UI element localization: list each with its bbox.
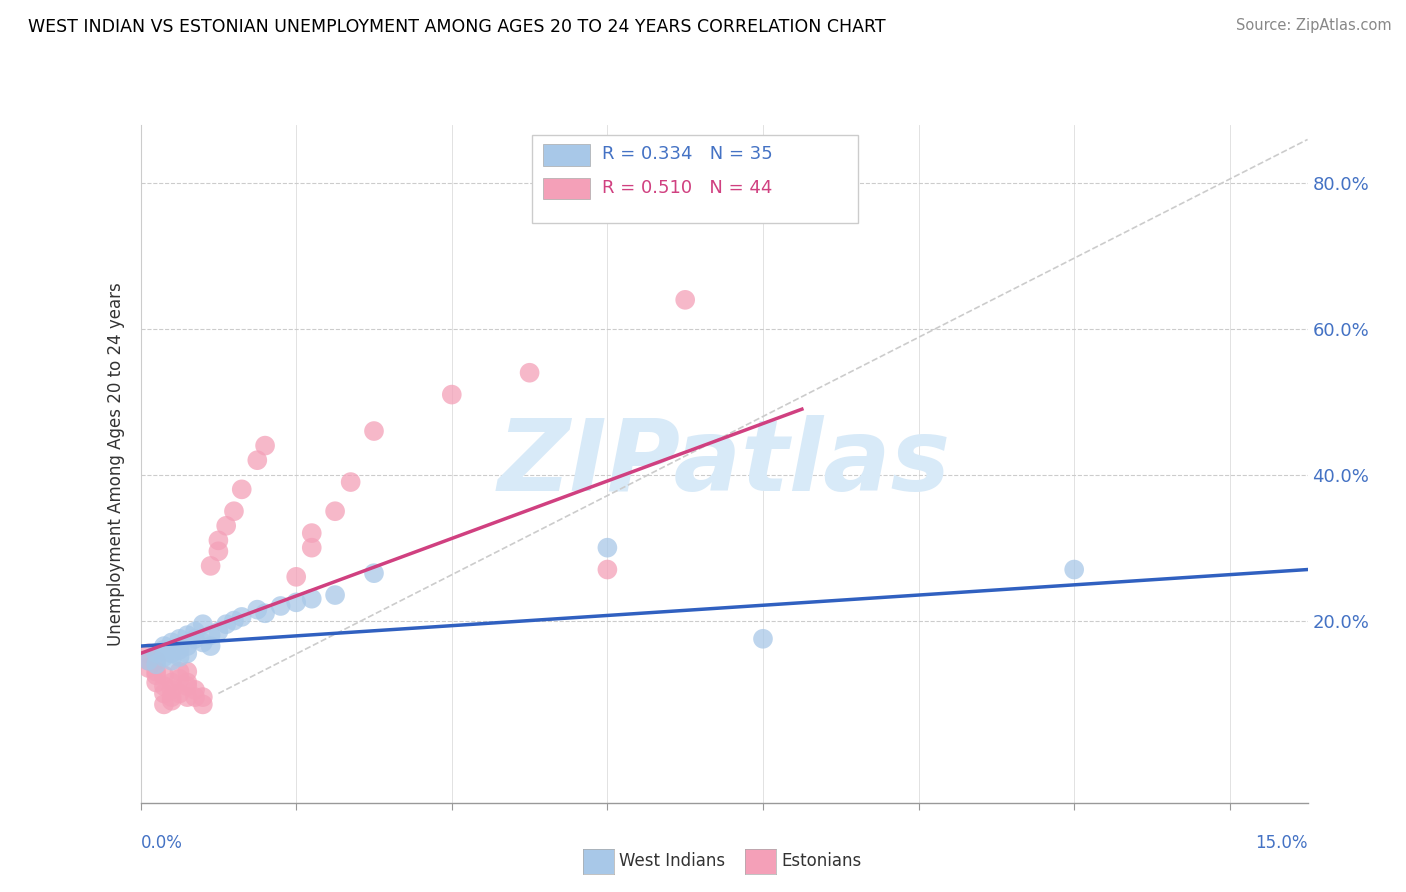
Point [1063,562,1085,576]
Point [169,686,191,700]
Point [176,639,198,653]
Point [596,562,619,576]
Point [169,665,191,679]
Point [153,642,176,657]
Point [254,607,277,621]
Point [215,617,238,632]
Text: R = 0.510   N = 44: R = 0.510 N = 44 [602,179,772,197]
Point [191,617,214,632]
Point [752,632,775,646]
Text: 0.0%: 0.0% [141,834,183,852]
Point [215,518,238,533]
Point [301,591,323,606]
Text: ZIPatlas: ZIPatlas [498,416,950,512]
Point [596,541,619,555]
Text: 15.0%: 15.0% [1256,834,1308,852]
Point [153,686,176,700]
Point [285,595,308,609]
Point [145,668,167,682]
Point [169,632,191,646]
Point [301,526,323,541]
Point [191,698,214,712]
Point [254,439,277,453]
Point [145,646,167,660]
Point [222,614,245,628]
Point [176,646,198,660]
Point [176,628,198,642]
Point [363,424,385,438]
Point [200,628,222,642]
Point [222,504,245,518]
Point [184,690,207,705]
Point [323,504,346,518]
Point [200,558,222,573]
Point [246,453,269,467]
Point [270,599,292,613]
Point [145,657,167,672]
Text: WEST INDIAN VS ESTONIAN UNEMPLOYMENT AMONG AGES 20 TO 24 YEARS CORRELATION CHART: WEST INDIAN VS ESTONIAN UNEMPLOYMENT AMO… [28,18,886,36]
Text: Estonians: Estonians [782,852,862,870]
Point [160,654,183,668]
Point [301,541,323,555]
Point [153,639,176,653]
Point [153,679,176,693]
Point [339,475,361,489]
Point [138,661,160,675]
Point [323,588,346,602]
Point [184,682,207,697]
Point [160,694,183,708]
Point [145,675,167,690]
Point [231,483,253,497]
Point [169,672,191,686]
Point [176,675,198,690]
Point [191,635,214,649]
Point [160,635,183,649]
Point [153,698,176,712]
Point [246,602,269,616]
Y-axis label: Unemployment Among Ages 20 to 24 years: Unemployment Among Ages 20 to 24 years [107,282,125,646]
Point [519,366,541,380]
Point [153,668,176,682]
Point [191,690,214,705]
Point [184,624,207,639]
Point [285,570,308,584]
Point [207,533,229,548]
FancyBboxPatch shape [543,144,591,166]
Text: Source: ZipAtlas.com: Source: ZipAtlas.com [1236,18,1392,33]
Point [160,675,183,690]
Point [200,639,222,653]
Point [176,665,198,679]
Point [138,646,160,660]
Point [363,566,385,581]
Point [176,690,198,705]
Point [176,679,198,693]
Point [138,654,160,668]
FancyBboxPatch shape [531,135,858,223]
Point [207,544,229,558]
Point [231,610,253,624]
Point [207,624,229,639]
FancyBboxPatch shape [543,178,591,200]
Text: R = 0.334   N = 35: R = 0.334 N = 35 [602,145,772,163]
Point [169,650,191,665]
Point [145,654,167,668]
Point [160,690,183,705]
Point [138,654,160,668]
Point [160,682,183,697]
Point [440,387,463,401]
Point [184,632,207,646]
Text: West Indians: West Indians [619,852,724,870]
Point [673,293,696,307]
Point [145,665,167,679]
Point [153,650,176,665]
Point [169,642,191,657]
Point [160,646,183,660]
